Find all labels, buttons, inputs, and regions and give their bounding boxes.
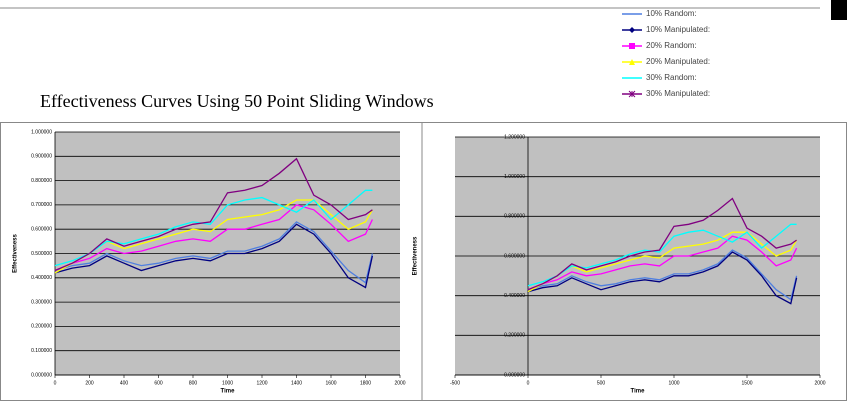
y-tick-label: 0.500000: [31, 251, 52, 257]
y-tick-label: 0.800000: [31, 178, 52, 184]
series-line: [527, 251, 798, 305]
x-tick-label: 2000: [394, 380, 405, 386]
legend-marker: [629, 43, 635, 49]
x-tick-label: 1800: [360, 380, 371, 386]
series-line: [54, 189, 373, 267]
y-tick-label: 0.200000: [31, 324, 52, 330]
series-line: [54, 157, 373, 272]
x-tick-label: 0: [54, 380, 57, 386]
series-line: [54, 223, 374, 289]
x-tick-label: 1500: [741, 380, 752, 386]
x-tick-label: 1000: [222, 380, 233, 386]
legend-label: 10% Random:: [646, 9, 697, 18]
x-tick-label: 200: [85, 380, 94, 386]
x-axis-label: Time: [221, 389, 236, 395]
y-tick-label: 0.000000: [31, 372, 52, 378]
legend-label: 20% Manipulated:: [646, 57, 710, 66]
series-line: [54, 221, 374, 284]
legend-marker: [629, 59, 635, 65]
heading: Effectiveness Curves Using 50 Point Slid…: [40, 91, 434, 111]
legend-marker: [629, 27, 635, 33]
y-tick-label: 1.000000: [31, 129, 52, 135]
x-tick-label: 2000: [814, 380, 825, 386]
x-axis-label: Time: [631, 389, 646, 395]
x-tick-label: 0: [527, 380, 530, 386]
series-line: [54, 204, 373, 272]
x-tick-label: 500: [597, 380, 606, 386]
y-axis-label: Effectiveness: [13, 233, 19, 272]
y-tick-label: 0.700000: [31, 202, 52, 208]
y-tick-label: 0.100000: [31, 348, 52, 354]
y-tick-label: 0.600000: [31, 227, 52, 233]
series-line: [527, 197, 797, 291]
x-tick-label: 1200: [256, 380, 267, 386]
y-tick-label: 0.400000: [31, 275, 52, 281]
series-line: [527, 231, 798, 293]
legend-label: 30% Manipulated:: [646, 89, 710, 98]
x-tick-label: 600: [154, 380, 163, 386]
legend-label: 30% Random:: [646, 73, 697, 82]
legend-label: 20% Random:: [646, 41, 697, 50]
y-axis-label: Effectiveness: [413, 236, 419, 275]
x-tick-label: 1000: [668, 380, 679, 386]
x-tick-label: -500: [450, 380, 460, 386]
y-tick-label: 0.900000: [31, 154, 52, 160]
x-tick-label: 1400: [291, 380, 302, 386]
x-tick-label: 400: [120, 380, 129, 386]
x-tick-label: 1600: [325, 380, 336, 386]
legend-label: 10% Manipulated:: [646, 25, 710, 34]
corner-block: [831, 0, 847, 20]
series-line: [54, 199, 373, 274]
series-line: [527, 223, 797, 287]
legend-marker: [628, 90, 636, 98]
series-line: [527, 235, 798, 291]
x-tick-label: 800: [189, 380, 198, 386]
y-tick-label: 0.300000: [31, 299, 52, 305]
series-line: [527, 249, 798, 301]
